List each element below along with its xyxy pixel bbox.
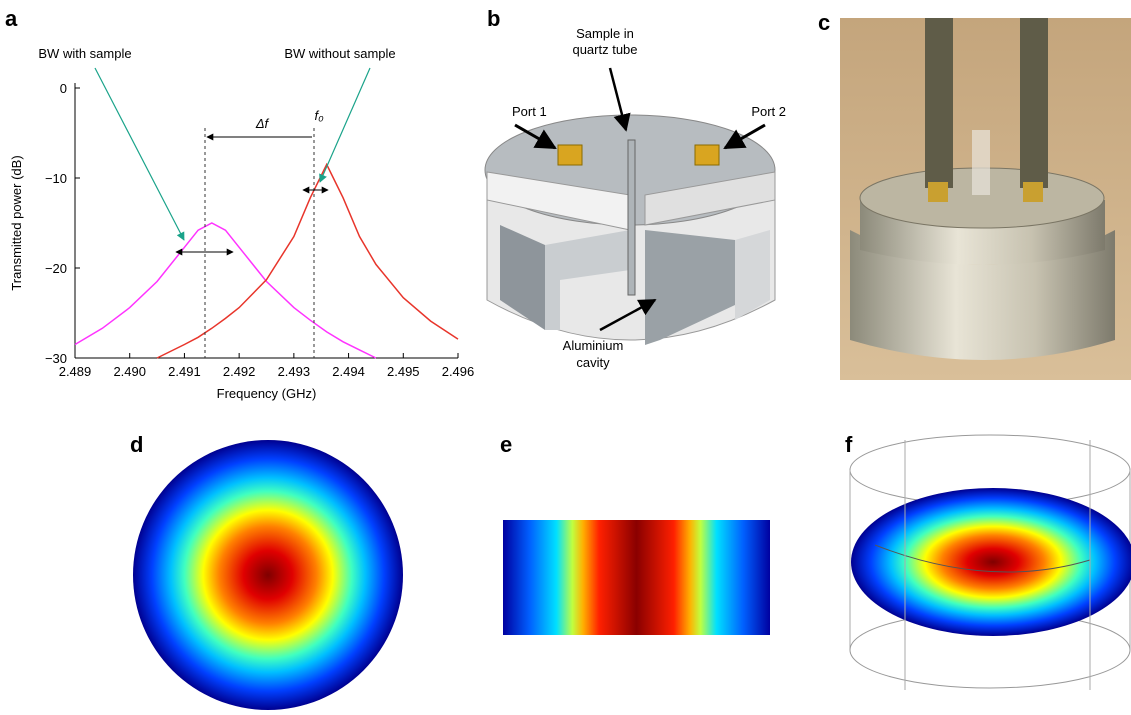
y-tick-label: −10 [45, 171, 67, 186]
line-series [157, 165, 458, 359]
figure: a b c d e f 2.489 2.490 2.491 2.492 2.493 2.494 2.4… [0, 0, 1131, 710]
panel-label: d [130, 432, 143, 457]
diagram-label: cavity [576, 355, 610, 370]
diagram-label: Port 1 [512, 104, 547, 119]
x-tick-label: 2.490 [113, 364, 146, 379]
page: {"panel_labels":["a","b","c","d","e","f"… [0, 0, 1131, 715]
x-tick-label: 2.492 [223, 364, 256, 379]
panel-label: f [845, 432, 853, 457]
annotation: f₀ [314, 108, 324, 123]
y-tick-label: −20 [45, 261, 67, 276]
field-map-side [503, 520, 770, 635]
diagram-label: Sample in [576, 26, 634, 41]
panel-label: e [500, 432, 512, 457]
x-tick-label: 2.495 [387, 364, 420, 379]
diagram-label: Port 2 [751, 104, 786, 119]
annotation: Δf [255, 116, 270, 131]
diagram-label: quartz tube [572, 42, 637, 57]
pointer [320, 68, 370, 182]
x-axis-label: Frequency (GHz) [217, 386, 317, 401]
annotation: BW without sample [284, 46, 395, 61]
field-map-top [133, 440, 403, 710]
x-tick-label: 2.493 [278, 364, 311, 379]
x-tick-label: 2.496 [442, 364, 475, 379]
panel-label: c [818, 10, 830, 35]
x-tick-label: 2.491 [168, 364, 201, 379]
photo [840, 18, 1131, 380]
panel-label: a [5, 6, 18, 31]
field-map-3d [850, 435, 1131, 690]
y-tick-label: −30 [45, 351, 67, 366]
x-tick-label: 2.494 [332, 364, 365, 379]
diagram-label: Aluminium [563, 338, 624, 353]
y-tick-label: 0 [60, 81, 67, 96]
pointer [95, 68, 184, 240]
x-tick-label: 2.489 [59, 364, 92, 379]
line-series [75, 223, 376, 358]
panel-label: b [487, 6, 500, 31]
y-axis-label: Transmitted power (dB) [9, 155, 24, 290]
annotation: BW with sample [38, 46, 131, 61]
